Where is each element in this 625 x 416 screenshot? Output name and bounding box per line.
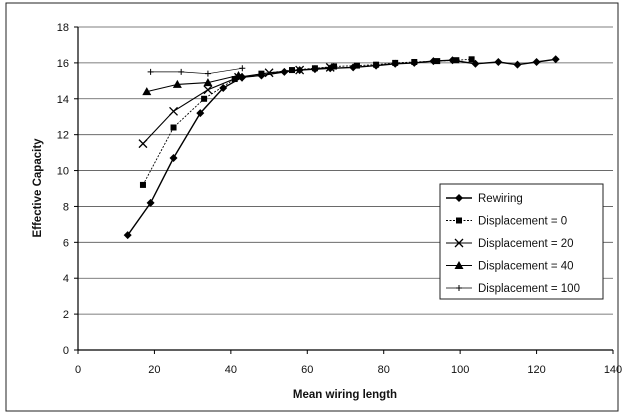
data-point <box>513 60 522 69</box>
data-point <box>178 68 185 75</box>
legend-entry-4: Displacement = 100 <box>446 283 580 295</box>
data-point <box>289 67 295 74</box>
data-point <box>196 109 205 118</box>
tick-labels: 0 2 4 6 8 10 12 14 16 18 0 20 40 60 80 100 120 140 <box>57 22 622 376</box>
y-tick-label: 18 <box>57 22 69 34</box>
legend-label: Displacement = 40 <box>478 261 574 273</box>
data-point <box>239 65 246 72</box>
x-tick-label: 60 <box>301 364 313 376</box>
axes <box>74 26 614 354</box>
data-point <box>203 85 213 95</box>
data-point <box>325 62 335 72</box>
series-line <box>150 67 243 75</box>
y-tick-label: 10 <box>57 166 69 178</box>
legend-entry-3: Displacement = 40 <box>446 261 574 273</box>
y-tick-label: 4 <box>63 273 69 285</box>
legend-entry-2: Displacement = 20 <box>446 238 574 250</box>
legend-swatch-marker <box>456 217 462 224</box>
data-point <box>264 68 274 78</box>
y-axis-label: Effective Capacity <box>32 138 44 238</box>
series-line <box>127 58 556 236</box>
data-point <box>147 68 154 75</box>
x-axis-label: Mean wiring length <box>293 389 397 401</box>
x-tick-label: 100 <box>451 364 469 376</box>
legend: Rewiring Displacement = 0 Displacement = 2… <box>439 183 604 300</box>
y-tick-label: 12 <box>57 130 69 142</box>
series-3 <box>142 70 243 96</box>
x-tick-label: 80 <box>378 364 390 376</box>
legend-label: Displacement = 0 <box>478 216 567 228</box>
data-point <box>123 231 132 240</box>
data-point <box>139 181 146 188</box>
legend-box <box>439 183 604 300</box>
data-point <box>468 56 475 63</box>
legend-swatch-marker <box>455 194 463 202</box>
legend-entry-0: Rewiring <box>446 193 523 205</box>
data-point <box>392 59 399 66</box>
data-point <box>434 58 441 65</box>
data-point <box>331 63 338 70</box>
x-tick-label: 120 <box>527 364 545 376</box>
data-point <box>219 84 228 93</box>
data-point <box>204 70 211 77</box>
data-point <box>169 106 178 116</box>
data-point <box>532 57 541 66</box>
data-point <box>353 62 360 69</box>
x-tick-label: 0 <box>75 364 81 376</box>
y-tick-label: 6 <box>63 237 69 249</box>
data-point <box>494 57 503 66</box>
x-tick-label: 40 <box>225 364 237 376</box>
data-point <box>203 78 213 87</box>
data-point <box>172 79 182 88</box>
y-tick-label: 2 <box>63 309 69 321</box>
data-point <box>234 70 243 79</box>
data-point <box>411 58 418 65</box>
data-point <box>295 65 305 75</box>
legend-swatch-marker <box>456 285 462 291</box>
data-point <box>142 87 152 96</box>
y-tick-label: 16 <box>57 58 69 70</box>
data-point <box>138 139 148 149</box>
data-point <box>170 124 177 131</box>
legend-swatch-marker <box>454 261 464 269</box>
x-tick-label: 20 <box>148 364 160 376</box>
series-line <box>146 74 239 93</box>
x-tick-label: 140 <box>604 364 622 376</box>
data-point <box>373 61 380 68</box>
y-tick-label: 0 <box>63 345 69 357</box>
series-group <box>123 55 560 240</box>
y-tick-label: 8 <box>63 201 69 213</box>
legend-swatch-marker <box>454 238 464 248</box>
legend-label: Displacement = 100 <box>478 283 580 295</box>
data-point <box>201 95 208 102</box>
data-point <box>169 153 178 162</box>
data-point <box>551 55 560 64</box>
legend-label: Displacement = 20 <box>478 238 574 250</box>
y-tick-label: 14 <box>57 94 69 106</box>
legend-entry-1: Displacement = 0 <box>446 216 567 228</box>
legend-label: Rewiring <box>478 193 523 205</box>
gridlines <box>78 26 613 315</box>
data-point <box>146 198 155 207</box>
series-4 <box>147 65 246 77</box>
series-line <box>142 58 472 186</box>
data-point <box>453 57 460 64</box>
